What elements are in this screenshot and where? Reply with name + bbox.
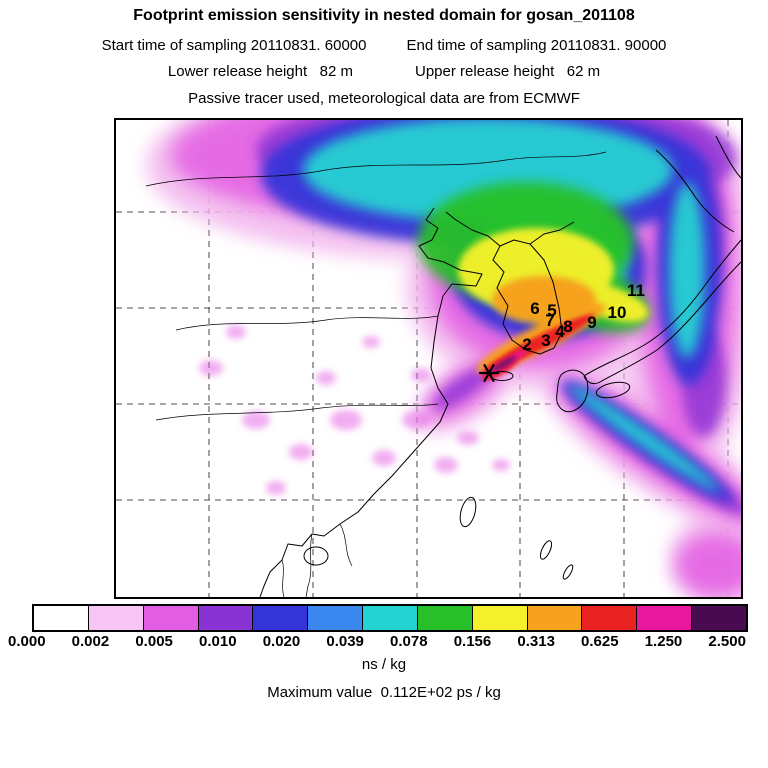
upper-release-height-text: Upper release height 62 m bbox=[415, 63, 601, 80]
tick-label: 0.625 bbox=[581, 633, 619, 650]
trajectory-point-6: 6 bbox=[530, 299, 539, 318]
colorbar-segment bbox=[417, 606, 473, 630]
tracer-note-text: Passive tracer used, meteorological data… bbox=[188, 90, 580, 107]
colorbar-segment bbox=[253, 606, 309, 630]
tick-label: 0.313 bbox=[517, 633, 555, 650]
sampling-times-line: Start time of sampling 20110831. 60000 E… bbox=[0, 37, 768, 54]
coastlines bbox=[145, 135, 741, 597]
trajectory-labels: 2 3 4 5 6 7 8 9 10 11 bbox=[522, 281, 645, 354]
trajectory-point-9: 9 bbox=[587, 313, 596, 332]
sampling-start-text: Start time of sampling 20110831. 60000 bbox=[101, 37, 367, 54]
lower-release-height-text: Lower release height 82 m bbox=[167, 63, 353, 80]
trajectory-point-4: 4 bbox=[555, 322, 565, 341]
colorbar-segment bbox=[363, 606, 418, 630]
tick-label: 0.078 bbox=[390, 633, 428, 650]
trajectory-point-2: 2 bbox=[522, 335, 531, 354]
release-heights-line: Lower release height 82 m Upper release … bbox=[0, 63, 768, 80]
colorbar-segment bbox=[88, 606, 144, 630]
release-star-icon bbox=[478, 364, 500, 382]
tick-label: 2.500 bbox=[708, 633, 746, 650]
plume-speckles bbox=[199, 325, 510, 495]
colorbar-segment bbox=[34, 606, 89, 630]
trajectory-point-5: 5 bbox=[547, 301, 556, 320]
colorbar-segment bbox=[692, 606, 746, 630]
tick-label: 0.020 bbox=[262, 633, 301, 650]
tick-label: 0.000 bbox=[8, 633, 46, 650]
colorbar-segment bbox=[637, 606, 693, 630]
trajectory-point-7: 7 bbox=[545, 311, 554, 330]
tick-label: 0.156 bbox=[453, 633, 492, 650]
sampling-end-text: End time of sampling 20110831. 90000 bbox=[406, 37, 667, 54]
tick-label: 0.039 bbox=[326, 633, 364, 650]
maximum-value-text: Maximum value 0.112E+02 ps / kg bbox=[267, 684, 501, 701]
colorbar-units-label: ns / kg bbox=[361, 656, 407, 673]
colorbar-segment bbox=[582, 606, 638, 630]
trajectory-point-11: 11 bbox=[627, 281, 645, 300]
footprint-map: 2 3 4 5 6 7 8 9 10 11 bbox=[114, 118, 743, 599]
trajectory-point-3: 3 bbox=[541, 331, 550, 350]
colorbar-segment bbox=[472, 606, 528, 630]
colorbar-segment bbox=[308, 606, 364, 630]
map-canvas: 2 3 4 5 6 7 8 9 10 11 bbox=[116, 120, 741, 597]
trajectory-point-8: 8 bbox=[563, 317, 572, 336]
page-title: Footprint emission sensitivity in nested… bbox=[133, 7, 635, 24]
colorbar-segment bbox=[143, 606, 199, 630]
tick-label: 0.005 bbox=[135, 633, 173, 650]
colorbar-segment bbox=[198, 606, 254, 630]
emission-plume bbox=[146, 120, 741, 597]
colorbar bbox=[32, 604, 748, 632]
colorbar-segment bbox=[527, 606, 583, 630]
tick-label: 0.010 bbox=[199, 633, 237, 650]
colorbar-tick-labels: 0.000 0.002 0.005 0.010 0.020 0.039 0.07… bbox=[8, 633, 746, 650]
tick-label: 1.250 bbox=[644, 633, 683, 650]
tick-label: 0.002 bbox=[71, 633, 110, 650]
trajectory-point-10: 10 bbox=[608, 303, 627, 322]
